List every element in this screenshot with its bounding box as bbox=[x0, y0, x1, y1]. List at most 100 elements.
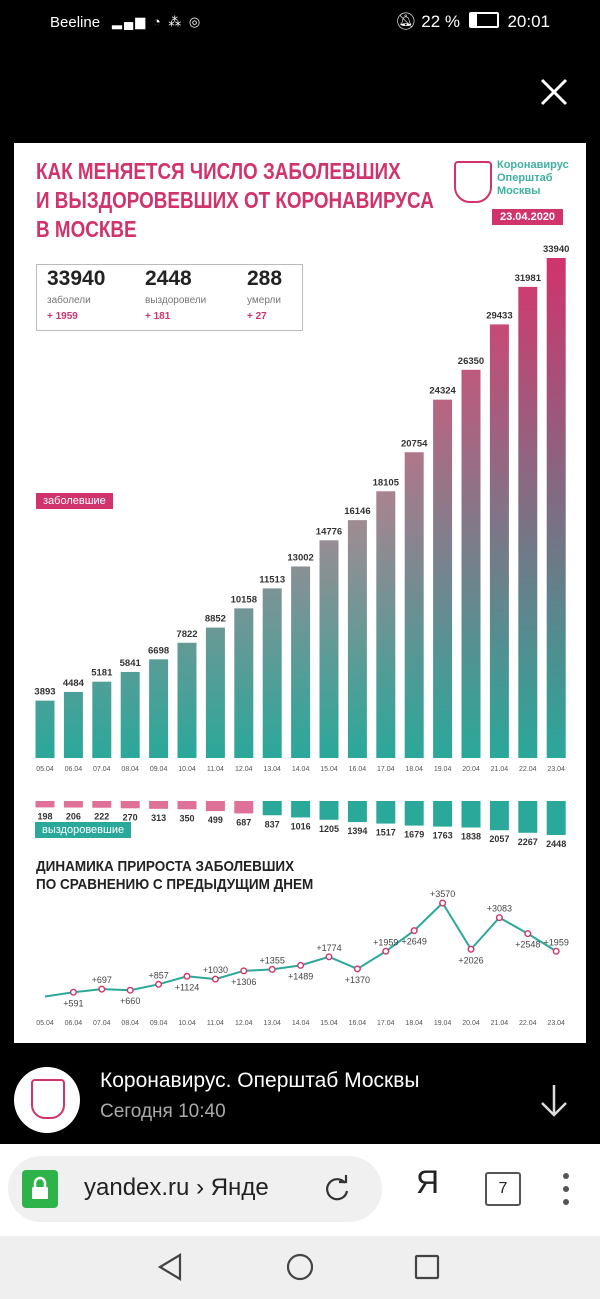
date-tick-label: 09.04 bbox=[150, 1020, 168, 1027]
date-tick-label: 16.04 bbox=[349, 1020, 367, 1027]
recent-apps-icon[interactable] bbox=[410, 1250, 444, 1284]
date-tick-label: 22.04 bbox=[519, 1020, 537, 1027]
bar-infected bbox=[120, 671, 140, 758]
bar-value-label: 31981 bbox=[515, 273, 542, 284]
channel-name[interactable]: Коронавирус. Оперштаб Москвы bbox=[100, 1069, 420, 1092]
growth-point bbox=[325, 953, 333, 961]
stat-recovered: 2448 выздоровели + 181 bbox=[145, 267, 206, 322]
date-tick-label: 18.04 bbox=[405, 766, 423, 773]
bar-value-label: 24324 bbox=[429, 386, 456, 397]
recovered-value-label: 1517 bbox=[376, 828, 396, 838]
growth-point bbox=[353, 965, 361, 973]
bar-recovered bbox=[177, 801, 197, 810]
home-icon[interactable] bbox=[283, 1250, 317, 1284]
bar-recovered bbox=[347, 801, 367, 823]
recovered-value-label: 2448 bbox=[546, 839, 566, 849]
stat-increment: + 181 bbox=[145, 311, 171, 322]
bar-value-label: 5841 bbox=[120, 658, 142, 669]
system-nav-bar bbox=[0, 1236, 600, 1299]
more-menu-icon[interactable] bbox=[560, 1170, 572, 1208]
growth-point bbox=[183, 972, 191, 980]
bar-recovered bbox=[518, 801, 538, 833]
growth-point bbox=[69, 988, 77, 996]
stat-deaths: 288 умерли + 27 bbox=[247, 267, 282, 322]
date-tick-label: 10.04 bbox=[178, 1020, 196, 1027]
battery-icon bbox=[468, 12, 499, 28]
url-field[interactable]: yandex.ru › Янде bbox=[8, 1156, 382, 1222]
date-tick-label: 16.04 bbox=[349, 766, 367, 773]
lock-icon[interactable] bbox=[22, 1170, 58, 1208]
date-tick-label: 09.04 bbox=[150, 766, 168, 773]
infographic-image[interactable]: КАК МЕНЯЕТСЯ ЧИСЛО ЗАБОЛЕВШИХ И ВЫЗДОРОВ… bbox=[14, 143, 586, 1043]
growth-value-label: +1489 bbox=[288, 971, 313, 981]
yandex-button[interactable]: Я bbox=[416, 1164, 440, 1200]
bar-recovered bbox=[63, 801, 83, 808]
org-name-line: Москвы bbox=[497, 185, 541, 197]
close-icon[interactable] bbox=[536, 74, 572, 110]
recovered-value-label: 1763 bbox=[433, 831, 453, 841]
stat-increment: + 1959 bbox=[47, 311, 78, 322]
date-tick-label: 12.04 bbox=[235, 1020, 253, 1027]
bar-infected bbox=[35, 700, 55, 758]
avatar[interactable] bbox=[14, 1067, 80, 1133]
subtitle-line: ДИНАМИКА ПРИРОСТА ЗАБОЛЕВШИХ bbox=[36, 858, 295, 875]
growth-point bbox=[126, 986, 134, 994]
legend-infected: заболевшие bbox=[36, 493, 113, 509]
carrier-name: Beeline bbox=[50, 14, 101, 31]
bar-recovered bbox=[404, 801, 424, 826]
bar-infected bbox=[291, 566, 311, 758]
subtitle-line: ПО СРАВНЕНИЮ С ПРЕДЫДУЩИМ ДНЕМ bbox=[36, 876, 314, 893]
recovered-value-label: 687 bbox=[236, 817, 251, 827]
stat-infected: 33940 заболели + 1959 bbox=[47, 267, 105, 322]
bar-value-label: 11513 bbox=[259, 574, 285, 585]
growth-value-label: +697 bbox=[92, 975, 112, 985]
moscow-emblem-icon bbox=[31, 1079, 65, 1119]
growth-value-label: +1959 bbox=[544, 937, 569, 947]
bar-recovered bbox=[120, 801, 140, 809]
channel-info: Коронавирус. Оперштаб Москвы Сегодня 10:… bbox=[0, 1055, 600, 1145]
status-bar: Beeline ▂▄▆ ◔ ⁂ ◎ 🔕︎ 22 % 20:01 bbox=[0, 0, 600, 46]
bar-infected bbox=[63, 691, 83, 758]
reload-icon[interactable] bbox=[322, 1174, 352, 1204]
bar-value-label: 18105 bbox=[373, 477, 400, 488]
back-icon[interactable] bbox=[154, 1250, 188, 1284]
growth-value-label: +591 bbox=[63, 998, 83, 1008]
growth-subtitle: ДИНАМИКА ПРИРОСТА ЗАБОЛЕВШИХ ПО СРАВНЕНИ… bbox=[36, 858, 313, 894]
bar-value-label: 7822 bbox=[176, 629, 197, 640]
bar-infected bbox=[489, 324, 509, 758]
growth-point bbox=[552, 947, 560, 955]
growth-value-label: +1355 bbox=[260, 955, 285, 965]
title-line: В МОСКВЕ bbox=[36, 216, 137, 242]
date-tick-label: 14.04 bbox=[292, 1020, 310, 1027]
growth-point bbox=[467, 945, 475, 953]
date-tick-label: 23.04 bbox=[547, 766, 565, 773]
org-name-line: Коронавирус bbox=[497, 159, 569, 171]
recovered-value-label: 499 bbox=[208, 815, 223, 825]
date-tick-label: 20.04 bbox=[462, 1020, 480, 1027]
date-tick-label: 21.04 bbox=[491, 766, 509, 773]
date-tick-label: 13.04 bbox=[263, 1020, 281, 1027]
bar-value-label: 3893 bbox=[34, 687, 55, 698]
recovered-value-label: 837 bbox=[265, 819, 280, 829]
recovered-value-label: 198 bbox=[37, 811, 52, 821]
stats-box: 33940 заболели + 1959 2448 выздоровели +… bbox=[36, 264, 303, 331]
growth-point bbox=[495, 914, 503, 922]
bar-infected bbox=[234, 608, 254, 758]
date-tick-label: 11.04 bbox=[207, 766, 224, 773]
bar-recovered bbox=[291, 801, 311, 818]
bar-value-label: 13002 bbox=[287, 552, 313, 563]
battery-percent: 22 % bbox=[421, 12, 460, 31]
bar-infected bbox=[433, 399, 453, 758]
bar-recovered bbox=[262, 801, 282, 816]
post-time: Сегодня 10:40 bbox=[100, 1101, 226, 1122]
growth-value-label: +2649 bbox=[402, 937, 427, 947]
bar-infected bbox=[518, 286, 538, 758]
url-text[interactable]: yandex.ru › Янде bbox=[84, 1174, 269, 1201]
growth-value-label: +1959 bbox=[373, 937, 398, 947]
bar-infected bbox=[149, 659, 169, 758]
growth-value-label: +1030 bbox=[203, 965, 228, 975]
download-icon[interactable] bbox=[536, 1081, 572, 1121]
recovered-value-label: 270 bbox=[123, 812, 138, 822]
tabs-counter-button[interactable]: 7 bbox=[485, 1172, 521, 1206]
bar-value-label: 14776 bbox=[316, 526, 342, 537]
